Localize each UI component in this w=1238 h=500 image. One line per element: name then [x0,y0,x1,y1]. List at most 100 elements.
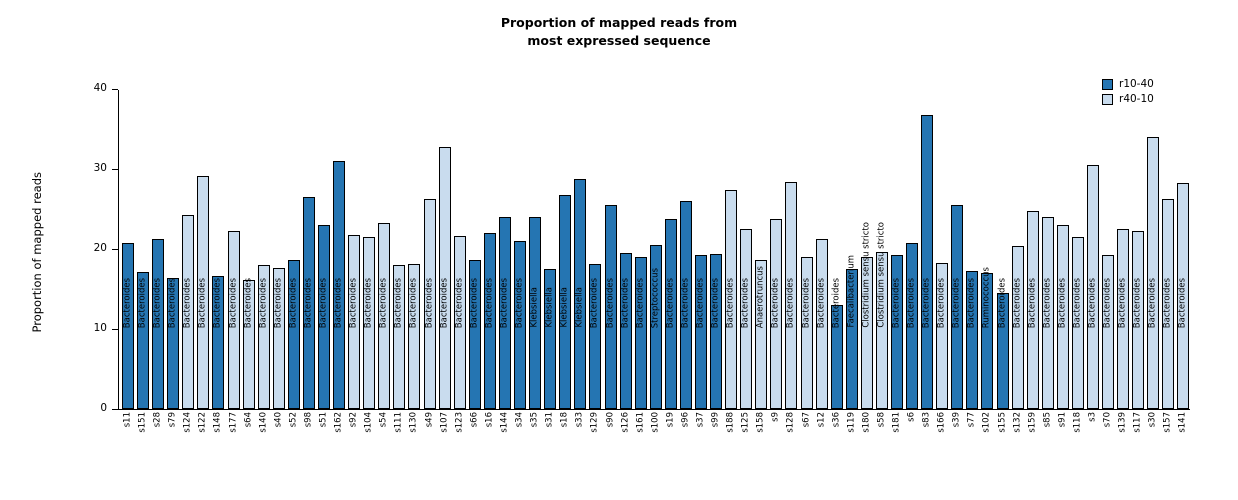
bar: Bacteroides s85 [1041,217,1054,427]
x-tick-label: s124 [182,412,193,433]
bar-genus-label: Bacteroides [921,277,932,328]
x-tick-label: s104 [363,412,374,433]
x-tick-label: s140 [258,412,269,433]
bar: Bacteroides s130 [408,264,421,433]
bar-genus-label: Bacteroides [831,277,841,328]
x-tick-label: s122 [197,412,208,433]
bar-genus-label: Bacteroides [258,277,269,328]
bar: Bacteroides s151 [137,272,150,433]
bar: Bacteroides s37 [694,254,707,427]
bar: Bacteroides s98 [302,197,315,427]
x-tick-label: s92 [348,412,359,428]
x-tick-label: s37 [695,412,706,428]
x-tick-label: s11 [122,412,133,428]
bar-genus-label: Bacteroides [363,277,374,328]
bar: Bacteroides s139 [1117,229,1130,433]
bar-genus-label: Bacteroides [454,277,465,328]
x-tick-label: s139 [1117,412,1128,433]
y-tick-mark: 40 [94,83,118,93]
bar-genus-label: Bacteroides [137,277,148,328]
bar-genus-label: Bacteroides [408,277,419,328]
bar-genus-label: Bacteroides [152,277,163,328]
bar-genus-label: Bacteroides [619,277,630,328]
bar: Bacteroides s155 [996,278,1009,433]
x-tick-label: s49 [423,412,434,428]
bar-genus-label: Bacteroides [1027,277,1038,328]
bar: Bacteroides s16 [483,233,496,427]
bar: Bacteroides s140 [257,265,270,433]
x-tick-label: s91 [1057,412,1068,428]
x-tick-label: s90 [604,412,615,428]
bar-genus-label: Faecalibacterium [846,255,857,328]
bar-genus-label: Bacteroides [393,277,404,328]
x-tick-label: s100 [650,412,661,433]
bar-genus-label: Bacteroides [740,277,751,328]
x-tick-label: s144 [499,412,510,433]
bar: Bacteroides s107 [438,146,451,433]
x-tick-label: s151 [137,412,148,433]
x-tick-label: s9 [770,412,781,422]
x-tick-label: s33 [574,412,585,428]
bar-genus-label: Clostridium sensu stricto [861,222,872,328]
bar-genus-label: Bacteroides [1072,277,1083,328]
legend-item-r40-10: r40-10 [1102,93,1154,105]
bar: Bacteroides s6 [906,243,919,422]
x-tick-label: s3 [1087,412,1098,422]
x-tick-label: s155 [996,412,1007,433]
bar: Bacteroides s28 [152,239,165,427]
bar: Bacteroides s122 [197,176,210,433]
bar: Bacteroides s79 [167,278,180,427]
bar-genus-label: Bacteroides [951,277,962,328]
x-tick-label: s77 [966,412,977,428]
bar-genus-label: Klebsiella [559,287,570,328]
bar: Bacteroides s161 [634,257,647,433]
y-tick-label: 30 [93,162,107,174]
bar: Bacteroides s132 [1011,245,1024,433]
bar: Bacteroides s166 [936,262,949,433]
bar: Bacteroides s99 [710,253,723,427]
x-tick-label: s39 [951,412,962,428]
bar-genus-label: Bacteroides [770,277,781,328]
bar: Bacteroides s159 [1026,210,1039,433]
x-tick-label: s118 [1072,412,1083,433]
x-tick-label: s161 [634,412,645,433]
bar: Klebsiella s33 [574,179,587,427]
bar: Bacteroides s128 [785,181,798,433]
bar: Faecalibacterium s119 [845,255,858,433]
x-tick-label: s67 [800,412,811,428]
x-tick-label: s16 [484,412,495,428]
x-tick-label: s125 [740,412,751,433]
x-tick-label: s79 [167,412,178,428]
x-tick-label: s129 [589,412,600,433]
bar-genus-label: Bacteroides [1132,277,1143,328]
bar-genus-label: Bacteroides [785,277,796,328]
bar: Klebsiella s31 [544,269,557,427]
x-tick-label: s157 [1162,412,1173,433]
x-tick-label: s28 [152,412,163,428]
bar: Bacteroides s40 [272,268,285,427]
bar: Bacteroides s39 [951,205,964,427]
bar: Clostridium sensu stricto s58 [875,222,888,427]
x-tick-label: s85 [1042,412,1053,428]
bar-genus-label: Bacteroides [1147,277,1158,328]
x-tick-label: s111 [393,412,404,433]
x-tick-label: s83 [921,412,932,428]
bar-genus-label: Bacteroides [212,277,223,328]
bar: Klebsiella s18 [559,194,572,427]
bar-genus-label: Bacteroides [1102,277,1113,328]
x-tick-label: s141 [1177,412,1188,433]
bar: Bacteroides s117 [1132,230,1145,433]
x-tick-label: s35 [529,412,540,428]
x-tick-label: s36 [831,412,841,428]
y-axis-title: Proportion of mapped reads [30,172,44,333]
bar-genus-label: Bacteroides [423,277,434,328]
bar-genus-label: Bacteroides [288,277,299,328]
bar-genus-label: Streptococcus [650,267,661,328]
bar: Bacteroides s51 [318,225,331,427]
legend-swatch [1102,78,1113,90]
bar: Bacteroides s144 [498,217,511,433]
x-tick-label: s180 [861,412,872,433]
bar: Bacteroides s129 [589,264,602,433]
legend-item-r10-40: r10-40 [1102,78,1154,90]
bar: Bacteroides s118 [1071,237,1084,433]
